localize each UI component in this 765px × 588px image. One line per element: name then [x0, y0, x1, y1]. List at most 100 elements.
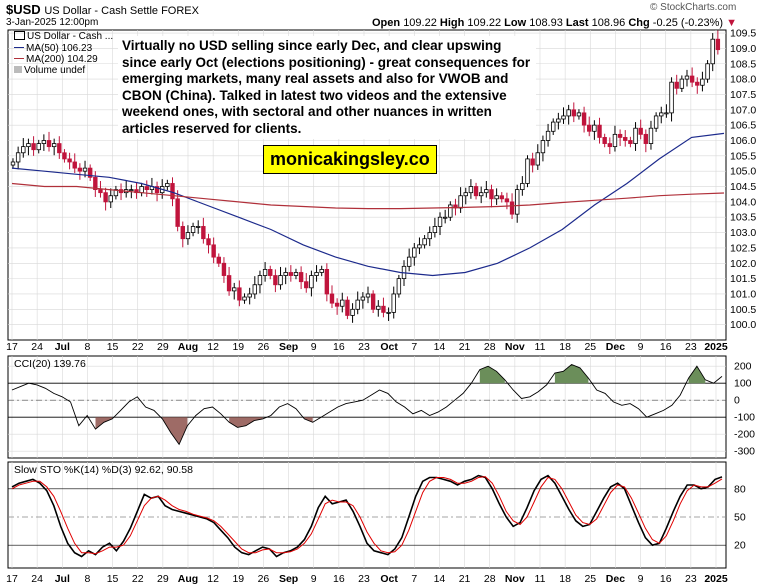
ma200-line: [11, 182, 725, 210]
candle-body: [653, 115, 659, 129]
candle-body: [82, 167, 88, 172]
candle-body: [633, 127, 638, 144]
candle-body: [540, 140, 546, 154]
candle-body: [700, 78, 705, 86]
x-tick-label-main: 2025: [704, 341, 728, 353]
candle-body: [710, 38, 715, 65]
x-tick-label-bottom: 16: [333, 573, 345, 585]
x-tick-label-main: Aug: [178, 341, 198, 353]
candle-body: [659, 112, 664, 117]
candle-body: [180, 226, 185, 240]
candle-body: [556, 118, 561, 123]
x-tick-label-main: Oct: [380, 341, 398, 353]
y-tick-label-cci: -100: [734, 412, 755, 424]
y-tick-label-price: 109.0: [730, 43, 756, 55]
x-tick-label-bottom: 23: [685, 573, 697, 585]
candle-body: [520, 183, 525, 191]
ohlc-readout: Open 109.22 High 109.22 Low 108.93 Last …: [372, 17, 737, 29]
candle-body: [509, 201, 515, 215]
candle-body: [494, 195, 499, 200]
symbol: $USD: [6, 2, 41, 17]
x-tick-label-main: 9: [311, 341, 317, 353]
cci-title: CCI(20) 139.76: [14, 358, 86, 370]
x-tick-label-main: 16: [660, 341, 672, 353]
sto-d-line: [11, 476, 723, 555]
candle-body: [376, 305, 381, 310]
candle-body: [77, 167, 83, 172]
sto-title-label: Slow STO %K(14) %D(3) 92.62, 90.58: [14, 464, 193, 476]
candle-body: [57, 143, 62, 154]
chg-value: -0.25 (-0.23%): [652, 17, 724, 29]
ma200-legend-icon: [14, 58, 24, 59]
x-tick-label-main: 9: [638, 341, 644, 353]
y-tick-label-price: 108.5: [730, 58, 756, 70]
sto-title: Slow STO %K(14) %D(3) 92.62, 90.58: [14, 464, 193, 476]
candle-body: [628, 140, 633, 144]
chart-date: 3-Jan-2025 12:00pm: [6, 17, 99, 28]
y-tick-label-price: 103.5: [730, 212, 756, 224]
legend-ma50: MA(50) 106.23: [14, 43, 92, 54]
x-tick-label-main: 26: [258, 341, 270, 353]
candle-body: [587, 124, 592, 132]
x-tick-label-main: 8: [85, 341, 91, 353]
candle-body: [10, 161, 16, 166]
x-tick-label-bottom: 18: [559, 573, 571, 585]
ma50-line: [11, 132, 725, 277]
candle-body: [355, 299, 360, 310]
x-tick-label-main: 25: [584, 341, 596, 353]
candle-body: [273, 275, 278, 286]
y-tick-label-price: 104.0: [730, 196, 756, 208]
cci-overbought-area: [554, 364, 589, 384]
candle-body: [340, 299, 345, 307]
candle-body: [669, 81, 674, 114]
candle-body: [360, 296, 366, 301]
y-tick-label-cci: 0: [734, 395, 740, 407]
candle-body: [396, 278, 402, 295]
y-tick-label-price: 108.0: [730, 74, 756, 86]
y-tick-label-price: 102.0: [730, 258, 756, 270]
candle-body: [221, 262, 227, 276]
candle-body: [412, 247, 417, 258]
legend-main: US Dollar - Cash ...: [14, 31, 113, 42]
candle-body: [607, 143, 613, 148]
x-tick-label-bottom: 23: [358, 573, 370, 585]
x-tick-label-main: Dec: [606, 341, 625, 353]
x-tick-label-bottom: 11: [535, 573, 546, 585]
candle-body: [370, 293, 376, 310]
watermark: © StockCharts.com: [650, 2, 737, 13]
candle-body: [427, 232, 432, 240]
x-tick-label-main: 23: [358, 341, 370, 353]
candle-body: [648, 127, 654, 144]
candle-body: [473, 186, 479, 197]
candle-body: [206, 238, 211, 246]
candle-body: [484, 189, 489, 194]
y-tick-label-price: 105.5: [730, 150, 756, 162]
candle-body: [67, 158, 72, 163]
candle-body: [406, 256, 412, 267]
y-tick-label-cci: -300: [734, 446, 755, 458]
candle-body: [576, 112, 582, 117]
brand-label: monicakingsley.co: [263, 145, 437, 174]
candle-body: [674, 81, 679, 89]
x-tick-label-main: 17: [6, 341, 18, 353]
candle-body: [551, 121, 556, 132]
x-tick-label-bottom: 9: [311, 573, 317, 585]
candle-body: [386, 311, 391, 314]
candle-body: [478, 192, 484, 197]
x-tick-label-main: Jul: [55, 341, 70, 353]
down-arrow-icon: ▼: [726, 17, 738, 29]
candle-body: [185, 232, 191, 240]
candle-body: [201, 226, 206, 240]
candle-body: [170, 183, 175, 200]
candle-body: [422, 238, 427, 246]
x-tick-label-bottom: 25: [584, 573, 596, 585]
candle-body: [46, 140, 52, 148]
candle-body: [36, 143, 41, 151]
y-tick-label-price: 105.0: [730, 166, 756, 178]
x-tick-label-bottom: 2025: [704, 573, 728, 585]
candle-body: [715, 38, 721, 51]
legend-ma200: MA(200) 104.29: [14, 54, 98, 65]
candle-body: [247, 293, 252, 298]
candle-body: [108, 195, 113, 203]
sto-k-line: [11, 474, 723, 558]
